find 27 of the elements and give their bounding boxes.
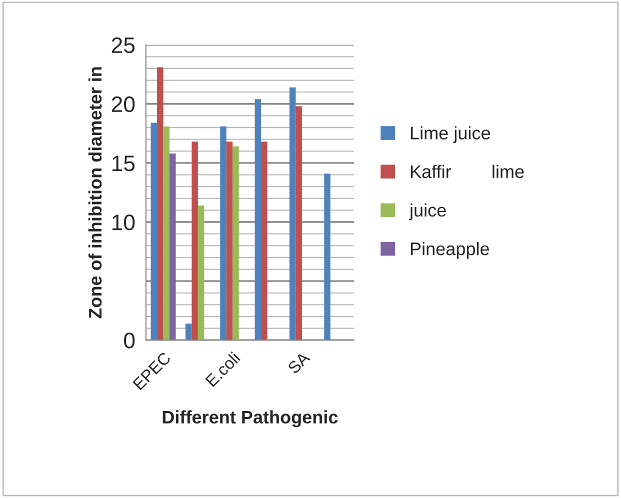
bar: [170, 153, 176, 340]
legend-label: Lime juice: [410, 126, 490, 144]
x-tick-label: SA: [287, 350, 311, 374]
bar: [324, 174, 330, 340]
bar: [150, 122, 158, 340]
y-tick-label: 15: [112, 156, 135, 172]
bar: [289, 87, 296, 340]
y-axis-title: Zone of inhibition diameter in: [88, 67, 102, 318]
bar: [185, 324, 192, 340]
y-tick-label: 20: [112, 96, 135, 112]
y-tick-label: 10: [112, 214, 135, 230]
bar: [296, 106, 302, 340]
bar: [261, 142, 268, 340]
bar: [254, 99, 262, 340]
bar: [226, 142, 233, 340]
bar: [157, 67, 164, 340]
bar: [163, 126, 170, 340]
y-tick-label: 0: [124, 332, 135, 348]
legend-label: juice: [409, 203, 446, 220]
legend-label: Kaffir lime: [410, 164, 524, 178]
y-tick-label: 25: [112, 37, 135, 54]
bar: [198, 205, 204, 340]
legend-label: Pineapple: [410, 242, 490, 259]
x-axis-title: Different Pathogenic: [162, 410, 338, 428]
bar: [220, 126, 226, 340]
bar: [232, 146, 239, 340]
bar: [192, 142, 198, 340]
